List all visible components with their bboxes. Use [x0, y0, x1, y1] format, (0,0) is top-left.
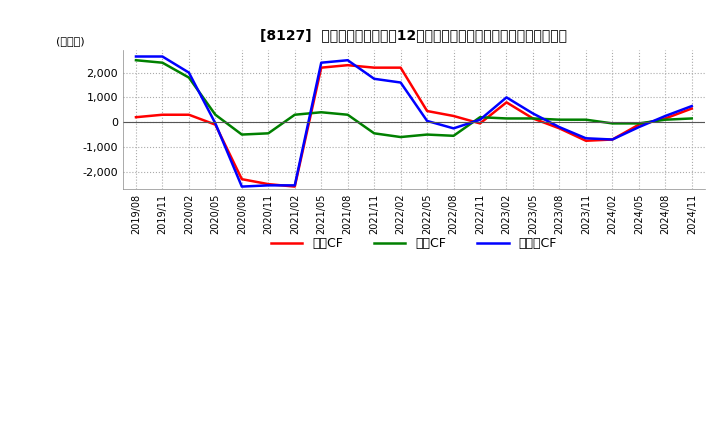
投資CF — [423, 132, 431, 137]
営業CF — [132, 114, 140, 120]
フリーCF — [238, 184, 246, 189]
フリーCF — [582, 136, 590, 141]
投資CF — [317, 110, 325, 115]
フリーCF — [476, 117, 485, 122]
営業CF — [317, 65, 325, 70]
営業CF — [582, 138, 590, 143]
フリーCF — [608, 137, 617, 142]
営業CF — [343, 62, 352, 68]
Line: 投資CF: 投資CF — [136, 60, 692, 137]
投資CF — [184, 75, 193, 80]
Line: 営業CF: 営業CF — [136, 65, 692, 187]
Y-axis label: (百万円): (百万円) — [56, 36, 85, 46]
営業CF — [449, 114, 458, 119]
投資CF — [449, 133, 458, 139]
投資CF — [264, 131, 273, 136]
投資CF — [343, 112, 352, 117]
投資CF — [688, 116, 696, 121]
営業CF — [238, 176, 246, 182]
フリーCF — [184, 70, 193, 75]
営業CF — [528, 116, 537, 121]
投資CF — [661, 117, 670, 122]
フリーCF — [290, 183, 299, 188]
投資CF — [290, 112, 299, 117]
フリーCF — [688, 103, 696, 109]
営業CF — [476, 121, 485, 126]
営業CF — [370, 65, 379, 70]
フリーCF — [661, 114, 670, 119]
投資CF — [396, 134, 405, 139]
Legend: 営業CF, 投資CF, フリーCF: 営業CF, 投資CF, フリーCF — [266, 232, 562, 255]
営業CF — [211, 122, 220, 127]
投資CF — [528, 116, 537, 121]
営業CF — [396, 65, 405, 70]
フリーCF — [211, 121, 220, 126]
営業CF — [608, 137, 617, 142]
フリーCF — [555, 125, 564, 130]
フリーCF — [317, 60, 325, 66]
フリーCF — [449, 126, 458, 131]
フリーCF — [158, 54, 167, 59]
投資CF — [370, 131, 379, 136]
投資CF — [211, 112, 220, 117]
Title: [8127]  キャッシュフローの12か月移動合計の対前年同期増減額の推移: [8127] キャッシュフローの12か月移動合計の対前年同期増減額の推移 — [261, 28, 567, 42]
フリーCF — [502, 95, 510, 100]
投資CF — [502, 116, 510, 121]
営業CF — [184, 112, 193, 117]
投資CF — [634, 121, 643, 126]
営業CF — [290, 184, 299, 189]
投資CF — [555, 117, 564, 122]
営業CF — [688, 106, 696, 111]
営業CF — [634, 122, 643, 127]
投資CF — [582, 117, 590, 122]
フリーCF — [370, 76, 379, 81]
フリーCF — [343, 58, 352, 63]
営業CF — [661, 116, 670, 121]
営業CF — [502, 100, 510, 105]
投資CF — [608, 121, 617, 126]
フリーCF — [634, 125, 643, 130]
フリーCF — [528, 111, 537, 116]
投資CF — [158, 60, 167, 66]
投資CF — [476, 114, 485, 120]
フリーCF — [396, 80, 405, 85]
営業CF — [264, 181, 273, 187]
投資CF — [132, 58, 140, 63]
営業CF — [555, 126, 564, 131]
投資CF — [238, 132, 246, 137]
フリーCF — [423, 118, 431, 124]
フリーCF — [132, 54, 140, 59]
営業CF — [423, 108, 431, 114]
営業CF — [158, 112, 167, 117]
Line: フリーCF: フリーCF — [136, 56, 692, 187]
フリーCF — [264, 183, 273, 188]
